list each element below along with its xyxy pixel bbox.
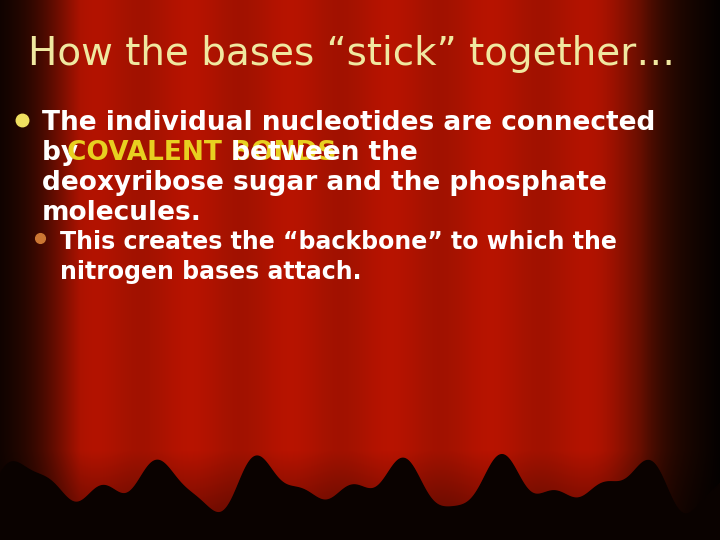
Text: How the bases “stick” together…: How the bases “stick” together… xyxy=(28,35,675,73)
Text: by: by xyxy=(42,140,87,166)
Text: molecules.: molecules. xyxy=(42,200,202,226)
Text: nitrogen bases attach.: nitrogen bases attach. xyxy=(60,260,361,284)
Text: deoxyribose sugar and the phosphate: deoxyribose sugar and the phosphate xyxy=(42,170,607,196)
Text: The individual nucleotides are connected: The individual nucleotides are connected xyxy=(42,110,655,136)
Text: between the: between the xyxy=(222,140,418,166)
Text: This creates the “backbone” to which the: This creates the “backbone” to which the xyxy=(60,230,617,254)
Text: COVALENT BONDS: COVALENT BONDS xyxy=(67,140,336,166)
